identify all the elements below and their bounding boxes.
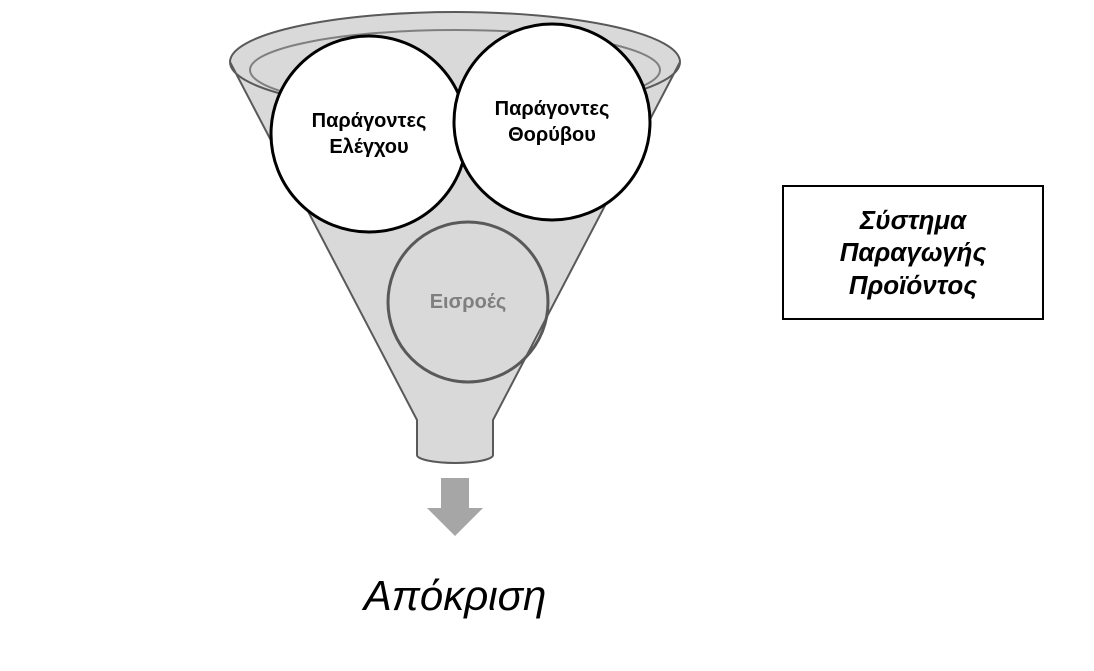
- output-label-text: Απόκριση: [364, 572, 547, 619]
- caption-line2: Παραγωγής: [840, 236, 987, 269]
- output-label: Απόκριση: [0, 572, 910, 620]
- inputs-label: Εισροές: [348, 289, 588, 315]
- system-caption-box: Σύστημα Παραγωγής Προϊόντος: [782, 185, 1044, 320]
- output-arrow-icon: [427, 478, 483, 536]
- noise-label-line2: Θορύβου: [508, 124, 596, 146]
- control-label-line2: Ελέγχου: [329, 136, 408, 158]
- inputs-label-text: Εισροές: [430, 291, 507, 313]
- noise-factors-label: Παράγοντες Θορύβου: [432, 96, 672, 148]
- caption-line3: Προϊόντος: [849, 269, 977, 302]
- noise-label-line1: Παράγοντες: [495, 98, 610, 120]
- caption-line1: Σύστημα: [860, 204, 966, 237]
- control-label-line1: Παράγοντες: [312, 110, 427, 132]
